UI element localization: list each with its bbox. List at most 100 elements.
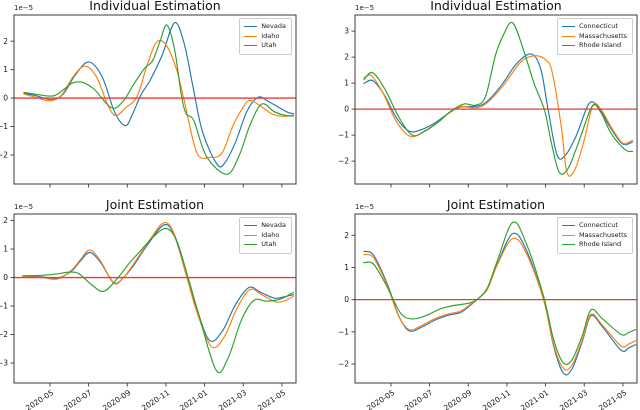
y-tick-label: 0 bbox=[3, 273, 8, 282]
y-axis-offset-text: 1e−5 bbox=[14, 203, 34, 211]
x-tick-label: 2021-01 bbox=[178, 388, 210, 410]
subplot-individual-nv-id-ut: Individual Estimation 1e−5 2 1 0 −1 −2 Nevad… bbox=[0, 0, 297, 188]
y-tick-label: 3 bbox=[344, 27, 349, 36]
plot-area: 3 2 1 0 −1 −2 bbox=[338, 14, 638, 188]
y-tick-label: −1 bbox=[338, 327, 349, 336]
axes-frame bbox=[13, 14, 297, 185]
legend-entry: Massachusetts bbox=[561, 230, 627, 241]
y-tick-label: 2 bbox=[3, 216, 8, 225]
series-line-utah bbox=[22, 227, 295, 374]
x-tick-label: 2020-07 bbox=[62, 388, 94, 410]
legend-entry: Massachusetts bbox=[561, 31, 627, 42]
legend-line-swatch bbox=[244, 35, 258, 37]
chart-title: Individual Estimation bbox=[430, 0, 562, 13]
legend-label: Nevada bbox=[261, 221, 286, 229]
plot-area: 2 1 0 −1 −2 bbox=[0, 14, 297, 188]
legend-line-swatch bbox=[244, 234, 258, 236]
series-line-connecticut bbox=[363, 53, 634, 160]
series-line-nevada bbox=[22, 223, 295, 342]
x-tick-label: 2020-07 bbox=[403, 388, 435, 410]
plot-area: 2 1 0 −1 −2 −3 bbox=[0, 213, 297, 387]
y-tick-label: 0 bbox=[344, 295, 349, 304]
legend-entry: Rhode Island bbox=[561, 240, 627, 250]
legend-entry: Connecticut bbox=[561, 221, 627, 231]
legend: Connecticut Massachusetts Rhode Island bbox=[556, 18, 633, 55]
y-tick-label: −1 bbox=[338, 131, 349, 140]
legend-label: Connecticut bbox=[578, 221, 618, 229]
x-tick-label: 2020-11 bbox=[480, 388, 512, 410]
plot-area: 2 1 0 −1 −2 bbox=[338, 213, 638, 387]
legend-line-swatch bbox=[244, 244, 258, 246]
legend-label: Massachusetts bbox=[578, 31, 627, 40]
x-tick-label: 2021-05 bbox=[596, 388, 628, 410]
subplot-joint-ct-ma-ri: Joint Estimation 1e−5 2 1 0 −1 −2 Connecticu… bbox=[338, 197, 638, 410]
legend-entry: Idaho bbox=[244, 32, 286, 42]
y-tick-label: 0 bbox=[3, 94, 8, 103]
series-line-idaho bbox=[22, 221, 295, 349]
legend-line-swatch bbox=[244, 225, 258, 227]
legend-label: Nevada bbox=[261, 22, 286, 30]
legend-label: Idaho bbox=[261, 31, 280, 40]
y-tick-label: 2 bbox=[3, 37, 8, 46]
chart-title: Joint Estimation bbox=[446, 197, 546, 212]
x-tick-label: 2020-09 bbox=[100, 388, 133, 410]
legend-line-swatch bbox=[561, 26, 575, 28]
legend-entry: Connecticut bbox=[561, 22, 627, 32]
legend-line-swatch bbox=[561, 234, 575, 236]
legend-entry: Rhode Island bbox=[561, 41, 627, 51]
series-line-massachusetts bbox=[363, 237, 637, 371]
y-tick-label: 2 bbox=[344, 231, 349, 240]
y-tick-label: −2 bbox=[0, 151, 8, 160]
y-tick-label: −3 bbox=[0, 359, 8, 368]
legend-label: Massachusetts bbox=[578, 230, 627, 239]
legend-entry: Nevada bbox=[244, 22, 286, 32]
chart-title: Joint Estimation bbox=[105, 197, 205, 212]
x-tick-label: 2020-05 bbox=[23, 388, 55, 410]
legend-label: Idaho bbox=[261, 230, 280, 239]
legend-entry: Utah bbox=[244, 240, 286, 250]
subplot-joint-nv-id-ut: Joint Estimation 1e−5 2 1 0 −1 −2 −3 Nevada Id… bbox=[0, 197, 297, 410]
y-axis-offset-text: 1e−5 bbox=[355, 203, 375, 211]
legend-label: Connecticut bbox=[578, 22, 618, 30]
y-tick-label: 1 bbox=[3, 245, 8, 254]
legend-line-swatch bbox=[561, 244, 575, 246]
y-tick-label: −2 bbox=[338, 157, 349, 166]
y-tick-label: 1 bbox=[344, 79, 349, 88]
series-line-utah bbox=[23, 24, 295, 175]
x-tick-label: 2020-05 bbox=[364, 388, 396, 410]
y-tick-label: 2 bbox=[344, 53, 349, 62]
legend-line-swatch bbox=[561, 45, 575, 47]
legend-entry: Idaho bbox=[244, 231, 286, 241]
legend-entry: Utah bbox=[244, 41, 286, 51]
y-tick-label: 0 bbox=[344, 105, 349, 114]
axes-frame bbox=[354, 213, 638, 384]
y-tick-label: 1 bbox=[3, 65, 8, 74]
legend-line-swatch bbox=[561, 35, 575, 37]
series-line-rhode-island bbox=[363, 21, 634, 175]
x-tick-label: 2021-01 bbox=[519, 388, 551, 410]
legend-label: Utah bbox=[261, 41, 277, 49]
legend: Connecticut Massachusetts Rhode Island bbox=[556, 217, 633, 254]
legend-label: Utah bbox=[261, 240, 277, 248]
axes-frame bbox=[354, 14, 638, 185]
y-axis-offset-text: 1e−5 bbox=[14, 4, 34, 12]
y-tick-label: −2 bbox=[338, 360, 349, 369]
legend: Nevada Idaho Utah bbox=[239, 217, 292, 254]
series-line-rhode-island bbox=[363, 221, 637, 366]
legend-label: Rhode Island bbox=[578, 41, 622, 49]
x-tick-label: 2021-03 bbox=[557, 388, 590, 410]
y-axis-offset-text: 1e−5 bbox=[355, 4, 375, 12]
legend-line-swatch bbox=[244, 45, 258, 47]
series-line-massachusetts bbox=[363, 55, 634, 177]
y-tick-label: −2 bbox=[0, 330, 8, 339]
y-tick-label: −1 bbox=[0, 122, 8, 131]
y-tick-label: 1 bbox=[344, 263, 349, 272]
x-tick-label: 2021-05 bbox=[255, 388, 287, 410]
legend-line-swatch bbox=[244, 26, 258, 28]
chart-title: Individual Estimation bbox=[89, 0, 221, 13]
x-tick-label: 2020-11 bbox=[139, 388, 171, 410]
axes-frame bbox=[13, 213, 297, 384]
series-line-idaho bbox=[23, 39, 295, 160]
x-tick-label: 2020-09 bbox=[441, 388, 474, 410]
